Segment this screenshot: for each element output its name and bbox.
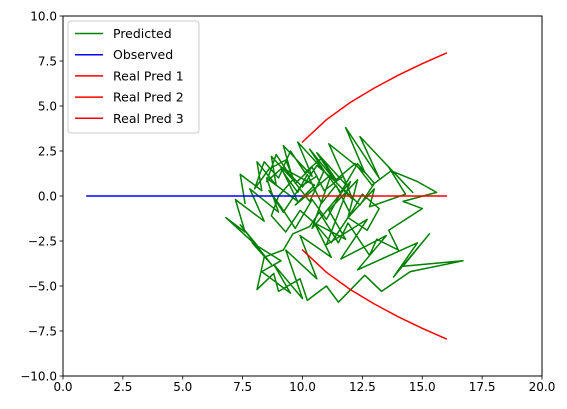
x-tick-label: 17.5 — [469, 380, 496, 394]
legend: Predicted Observed Real Pred 1 Real Pred 2 R… — [67, 20, 200, 134]
series-layer — [86, 52, 464, 340]
legend-label: Observed — [113, 47, 173, 62]
x-tick-label: 10.0 — [289, 380, 316, 394]
ticks-layer: 0.0 2.5 5.0 7.5 10.0 12.5 15.0 17.5 20.0 −10.0 −7.… — [20, 9, 555, 394]
y-tick-label: 0.0 — [38, 189, 57, 203]
y-tick-label: 5.0 — [38, 99, 57, 113]
legend-box — [67, 20, 200, 134]
x-tick-label: 15.0 — [409, 380, 436, 394]
legend-label: Real Pred 3 — [113, 111, 184, 126]
y-tick-label: 7.5 — [38, 54, 57, 68]
x-tick-label: 2.5 — [113, 380, 132, 394]
x-tick-label: 12.5 — [349, 380, 376, 394]
y-tick-label: 2.5 — [38, 144, 57, 158]
x-tick-label: 7.5 — [233, 380, 252, 394]
legend-label: Real Pred 1 — [113, 68, 184, 83]
x-tick-label: 20.0 — [529, 380, 556, 394]
series-line-real-pred-3 — [301, 248, 448, 340]
x-tick-label: 5.0 — [173, 380, 192, 394]
y-tick-label: −5.0 — [28, 279, 57, 293]
legend-label: Predicted — [113, 26, 172, 41]
y-tick-label: 10.0 — [30, 9, 57, 23]
y-tick-label: −10.0 — [20, 369, 57, 383]
series-line-real-pred-1 — [301, 52, 448, 144]
y-tick-label: −7.5 — [28, 324, 57, 338]
legend-label: Real Pred 2 — [113, 90, 184, 105]
series-line-predicted — [225, 126, 464, 303]
x-tick-label: 0.0 — [53, 380, 72, 394]
y-tick-label: −2.5 — [28, 234, 57, 248]
